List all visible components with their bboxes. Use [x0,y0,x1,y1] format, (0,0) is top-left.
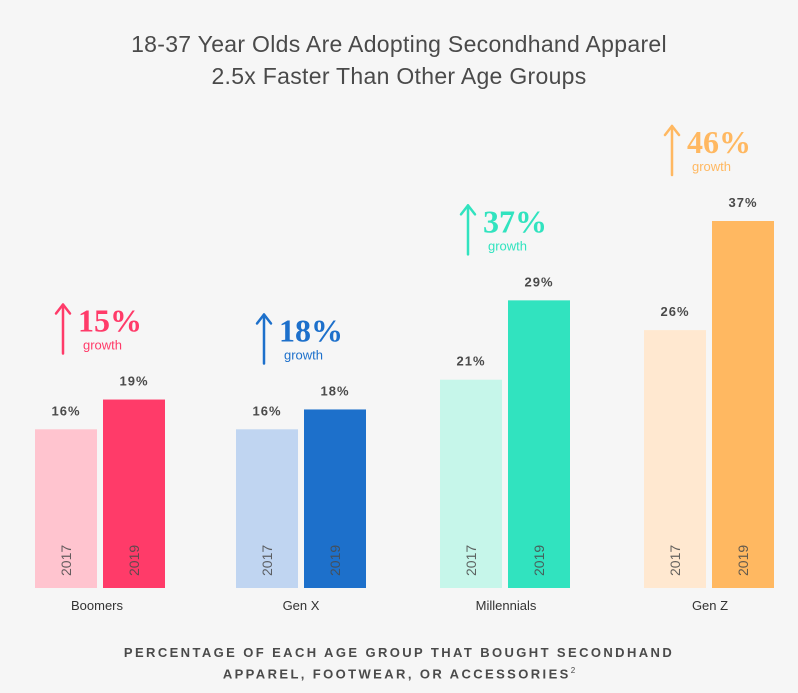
year-label: 2019 [531,545,547,576]
growth-arrow-head-icon [54,303,72,315]
value-label: 16% [51,403,80,418]
bar-millennials-2017 [440,379,502,588]
growth-word: growth [83,338,122,353]
growth-arrow-head-icon [255,313,273,325]
category-label: Boomers [71,598,124,613]
growth-word: growth [284,347,323,362]
growth-word: growth [692,159,731,174]
value-label: 29% [524,274,553,289]
growth-arrow-head-icon [663,124,681,137]
value-label: 26% [660,304,689,319]
year-label: 2019 [126,545,142,576]
value-label: 37% [728,195,757,210]
year-label: 2019 [735,545,751,576]
value-label: 16% [252,403,281,418]
value-label: 19% [119,374,148,389]
chart-title-line-2: 2.5x Faster Than Other Age Groups [211,63,587,89]
growth-value: 46% [687,124,751,160]
year-label: 2017 [259,545,275,576]
year-label: 2017 [667,545,683,576]
year-label: 2017 [58,545,74,576]
bar-millennials-2019 [508,300,570,588]
bar-gen-x-2017 [236,429,298,588]
year-label: 2019 [327,545,343,576]
bar-boomers-2019 [103,399,165,588]
value-label: 18% [320,383,349,398]
footnote-line-2: APPAREL, FOOTWEAR, OR ACCESSORIES2 [0,662,798,683]
bar-boomers-2017 [35,429,97,588]
chart-footnote: PERCENTAGE OF EACH AGE GROUP THAT BOUGHT… [0,644,798,683]
footnote-ref: 2 [570,666,576,675]
category-label: Gen Z [692,598,728,613]
category-label: Millennials [476,598,537,613]
growth-value: 15% [78,303,142,339]
bar-gen-x-2019 [304,409,366,588]
growth-value: 37% [483,203,547,239]
footnote-line-1: PERCENTAGE OF EACH AGE GROUP THAT BOUGHT… [123,645,675,660]
growth-word: growth [488,238,527,253]
footnote-line-2-text: APPAREL, FOOTWEAR, OR ACCESSORIES [222,666,571,682]
growth-value: 18% [279,312,343,348]
bar-gen-z-2017 [644,330,706,588]
growth-arrow-head-icon [459,204,477,216]
chart-title-line-1: 18-37 Year Olds Are Adopting Secondhand … [131,31,667,57]
year-label: 2017 [463,545,479,576]
value-label: 21% [456,354,485,369]
bar-gen-z-2019 [712,221,774,588]
category-label: Gen X [283,598,320,613]
chart-title: 18-37 Year Olds Are Adopting Secondhand … [0,28,798,92]
